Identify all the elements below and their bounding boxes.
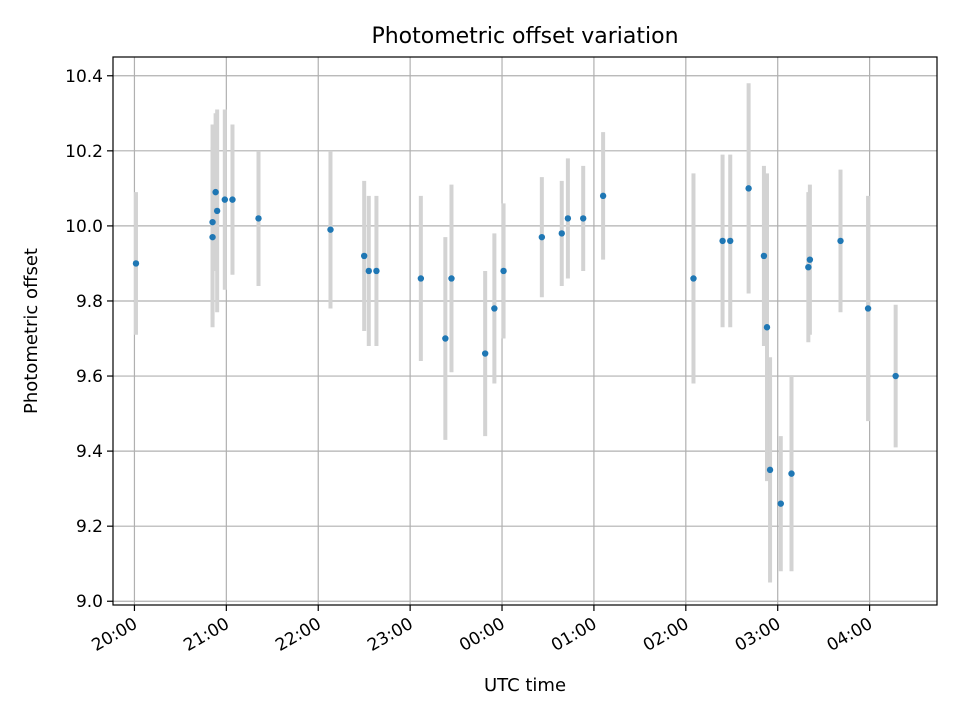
data-point [788, 470, 795, 477]
y-axis-ticks: 9.0 9.2 9.4 9.6 9.8 10.0 10.2 10.4 [65, 67, 113, 612]
data-point [327, 226, 334, 233]
y-tick-label: 9.2 [76, 517, 103, 537]
data-point [760, 252, 768, 260]
data-point [442, 335, 449, 342]
data-point [777, 500, 784, 507]
data-point [763, 324, 771, 331]
y-tick-label: 10.0 [65, 217, 103, 237]
data-point [229, 196, 236, 203]
data-point [599, 192, 607, 200]
data-point [132, 260, 140, 267]
data-point [209, 233, 216, 241]
data-point [719, 237, 726, 245]
data-point [221, 196, 229, 203]
data-point [255, 215, 262, 222]
data-point [500, 267, 507, 275]
data-point [481, 350, 489, 357]
y-tick-label: 9.6 [76, 367, 103, 387]
data-points [132, 185, 899, 507]
grid [113, 57, 937, 605]
data-point [213, 207, 221, 215]
data-point [766, 466, 774, 474]
data-point [580, 215, 587, 222]
data-point [373, 267, 380, 275]
data-point [690, 275, 697, 282]
data-point [417, 275, 425, 282]
x-axis-label: UTC time [484, 675, 566, 696]
data-point [892, 372, 899, 380]
plot-frame [112, 56, 938, 606]
data-point [209, 218, 216, 226]
data-point [360, 252, 368, 260]
data-point [538, 233, 546, 241]
y-tick-label: 9.4 [76, 442, 103, 462]
data-point [864, 305, 872, 312]
data-point [491, 305, 498, 312]
chart-title: Photometric offset variation [371, 24, 678, 49]
y-tick-label: 9.8 [76, 292, 103, 312]
data-point [727, 237, 734, 245]
data-point [558, 230, 565, 237]
data-point [212, 188, 219, 196]
data-point [448, 275, 455, 282]
y-tick-label: 10.2 [65, 142, 103, 162]
data-point [806, 256, 814, 263]
data-point [365, 267, 372, 275]
y-tick-label: 10.4 [65, 67, 103, 87]
data-point [564, 215, 572, 222]
data-point [805, 263, 812, 271]
data-point [745, 185, 752, 192]
y-tick-label: 9.0 [76, 592, 103, 612]
y-axis-label: Photometric offset [21, 248, 42, 414]
data-point [837, 237, 844, 245]
